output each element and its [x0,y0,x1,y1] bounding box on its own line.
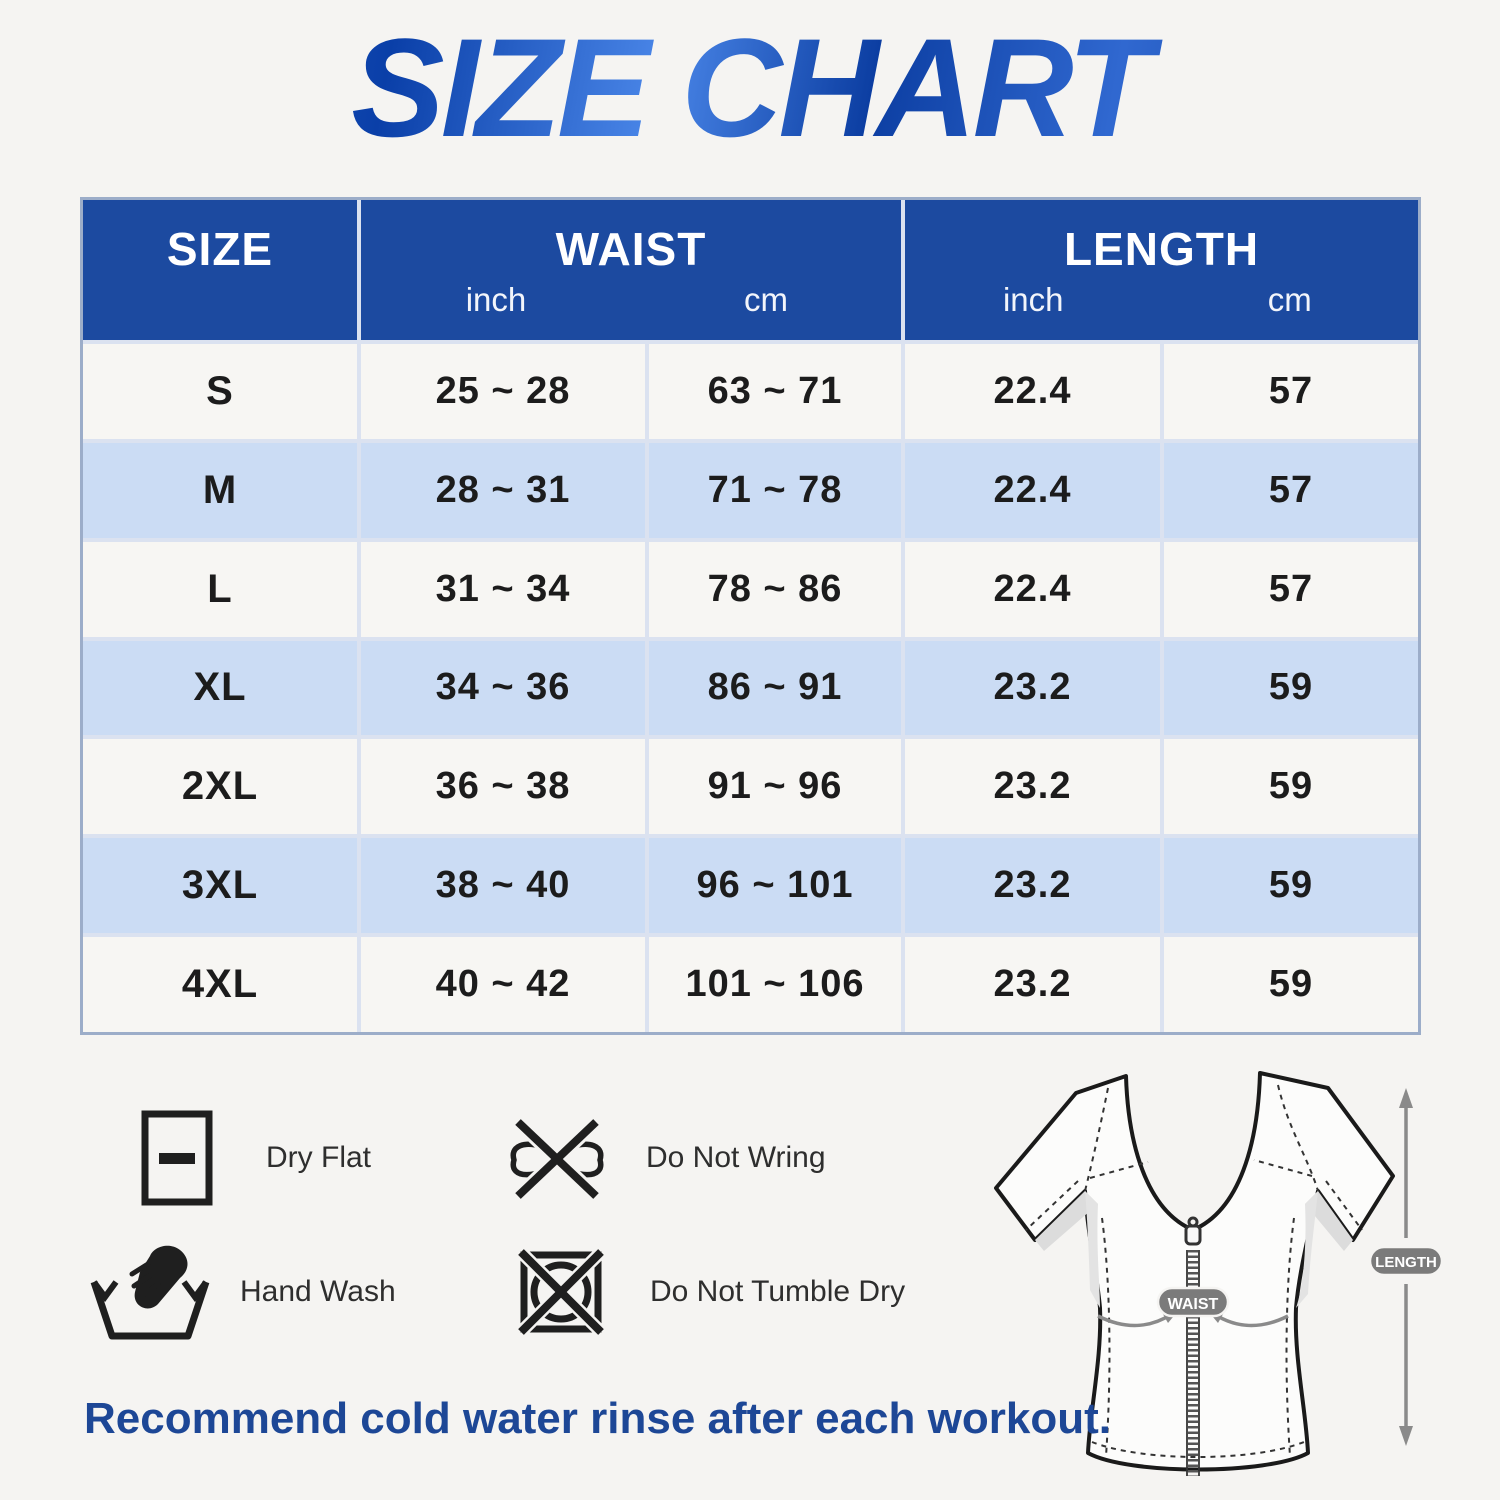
size-cell: L [83,541,357,637]
header-length: LENGTH inch cm [905,200,1418,340]
length-cm-cell: 57 [1164,442,1418,538]
size-cell: 2XL [83,739,357,835]
size-cell: M [83,442,357,538]
length-inch-cell: 22.4 [905,442,1160,538]
length-cm-cell: 59 [1164,838,1418,934]
length-inch-cell: 23.2 [905,937,1160,1032]
length-cm-cell: 57 [1164,541,1418,637]
care-item-do-not-wring: Do Not Wring [492,1108,826,1208]
waist-inch-unit: inch [465,281,527,318]
length-cm-unit: cm [1267,281,1312,318]
size-cell: 4XL [83,937,357,1032]
waist-inch-cell: 28 ~ 31 [361,442,645,538]
page-title: SIZE CHART [0,14,1500,161]
length-cm-cell: 59 [1164,937,1418,1032]
svg-text:WAIST: WAIST [1168,1296,1219,1313]
do-not-wring-icon [492,1108,622,1208]
waist-label: WAIST [1156,1286,1230,1318]
length-inch-cell: 23.2 [905,838,1160,934]
size-cell: XL [83,640,357,736]
care-item-do-not-tumble-dry: Do Not Tumble Dry [496,1242,905,1342]
header-waist: WAIST inch cm [361,200,901,340]
waist-inch-cell: 36 ~ 38 [361,739,645,835]
length-label: LENGTH [1368,1245,1444,1277]
waist-inch-cell: 31 ~ 34 [361,541,645,637]
waist-cm-cell: 86 ~ 91 [649,640,901,736]
care-label: Hand Wash [240,1275,396,1308]
do-not-tumble-dry-icon [496,1242,626,1342]
waist-inch-cell: 34 ~ 36 [361,640,645,736]
waist-cm-cell: 101 ~ 106 [649,937,901,1032]
waist-cm-cell: 78 ~ 86 [649,541,901,637]
size-cell: S [83,344,357,439]
care-label: Do Not Wring [646,1141,826,1174]
waist-cm-cell: 71 ~ 78 [649,442,901,538]
length-inch-cell: 23.2 [905,640,1160,736]
waist-inch-cell: 38 ~ 40 [361,838,645,934]
length-inch-unit: inch [1002,281,1064,318]
care-label: Do Not Tumble Dry [650,1275,906,1308]
header-length-label: LENGTH [1063,223,1260,275]
dry-flat-icon [112,1108,242,1208]
care-item-hand-wash: Hand Wash [86,1242,396,1342]
length-cm-cell: 59 [1164,739,1418,835]
length-cm-cell: 59 [1164,640,1418,736]
waist-inch-cell: 25 ~ 28 [361,344,645,439]
header-size-spacer [83,278,357,322]
header-size: SIZE [83,200,357,340]
waist-cm-cell: 96 ~ 101 [649,838,901,934]
waist-cm-cell: 91 ~ 96 [649,739,901,835]
care-label: Dry Flat [266,1141,371,1174]
size-table: SIZE WAIST inch cm LENGTH inch cm S 25 ~… [80,197,1421,1035]
svg-text:LENGTH: LENGTH [1375,1254,1437,1271]
waist-inch-cell: 40 ~ 42 [361,937,645,1032]
garment-diagram: WAIST LENGTH [978,1058,1448,1500]
recommendation-note: Recommend cold water rinse after each wo… [84,1394,1111,1443]
waist-cm-unit: cm [744,281,788,318]
care-item-dry-flat: Dry Flat [112,1108,371,1208]
length-inch-cell: 22.4 [905,541,1160,637]
length-inch-cell: 22.4 [905,344,1160,439]
length-inch-cell: 23.2 [905,739,1160,835]
garment-outline [994,1071,1395,1472]
size-cell: 3XL [83,838,357,934]
hand-wash-icon [86,1242,216,1342]
length-cm-cell: 57 [1164,344,1418,439]
header-waist-label: WAIST [555,223,707,275]
waist-cm-cell: 63 ~ 71 [649,344,901,439]
header-size-label: SIZE [166,223,274,275]
